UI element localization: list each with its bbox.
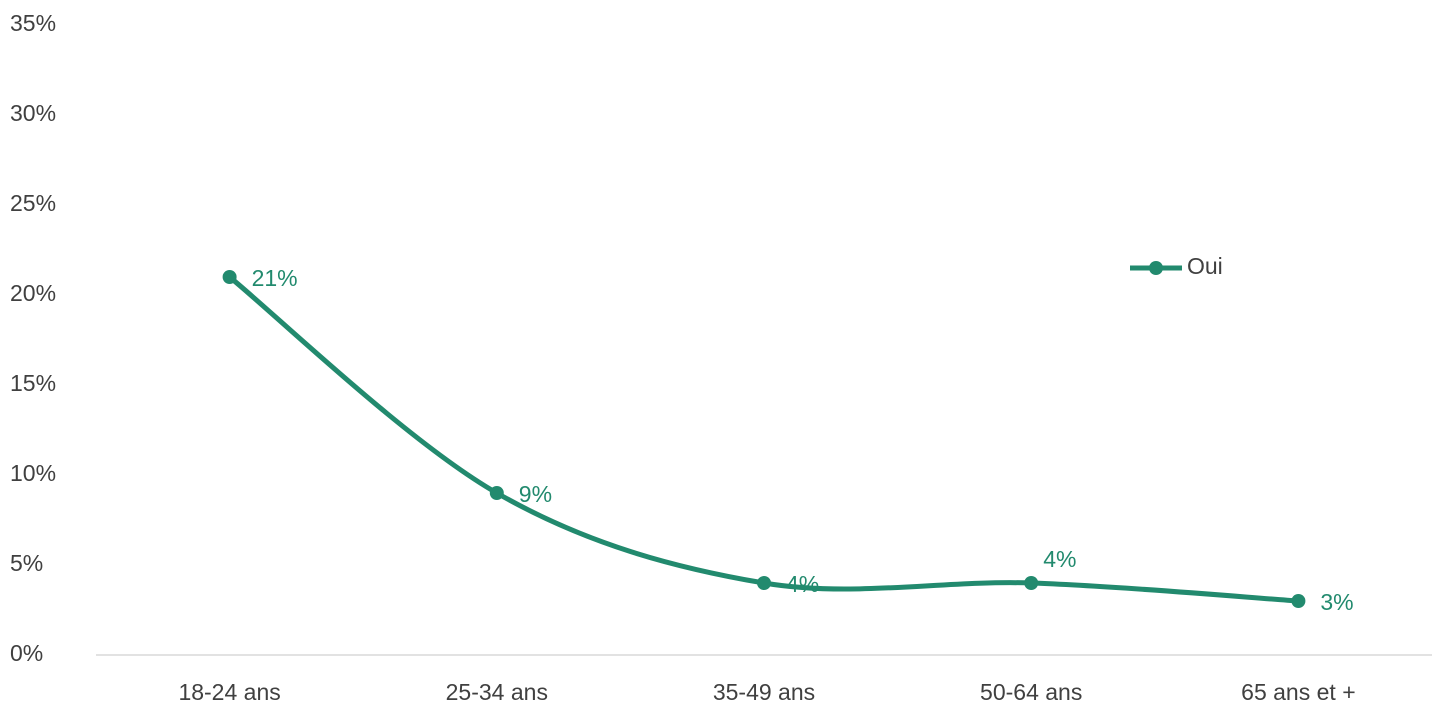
x-tick-label: 65 ans et +	[1241, 679, 1355, 705]
x-tick-label: 50-64 ans	[980, 679, 1082, 705]
x-tick-label: 25-34 ans	[446, 679, 548, 705]
legend-label: Oui	[1187, 253, 1223, 279]
data-point	[757, 576, 771, 590]
data-label: 4%	[1043, 546, 1076, 572]
y-tick-label: 35%	[10, 10, 56, 36]
data-label: 21%	[252, 265, 298, 291]
legend-dot-marker	[1149, 261, 1163, 275]
y-tick-label: 5%	[10, 550, 43, 576]
y-tick-label: 20%	[10, 280, 56, 306]
data-labels: 21% 9% 4% 4% 3%	[252, 265, 1354, 615]
x-axis-ticks: 18-24 ans 25-34 ans 35-49 ans 50-64 ans 65 a…	[178, 679, 1355, 705]
data-point	[1291, 594, 1306, 608]
data-point	[489, 486, 504, 500]
data-label: 3%	[1320, 589, 1353, 615]
y-tick-label: 10%	[10, 460, 56, 486]
series-line-oui	[227, 274, 1301, 604]
data-points	[222, 270, 1306, 608]
data-label: 4%	[786, 571, 819, 597]
x-tick-label: 18-24 ans	[178, 679, 280, 705]
x-tick-label: 35-49 ans	[713, 679, 815, 705]
data-label: 9%	[519, 481, 552, 507]
legend: Oui	[1130, 253, 1223, 279]
y-tick-label: 15%	[10, 370, 56, 396]
y-tick-label: 0%	[10, 640, 43, 666]
data-point	[1024, 576, 1039, 590]
y-axis-ticks: 0% 5% 10% 15% 20% 25% 30% 35%	[10, 10, 56, 666]
data-point	[222, 270, 237, 284]
y-tick-label: 30%	[10, 100, 56, 126]
y-tick-label: 25%	[10, 190, 56, 216]
